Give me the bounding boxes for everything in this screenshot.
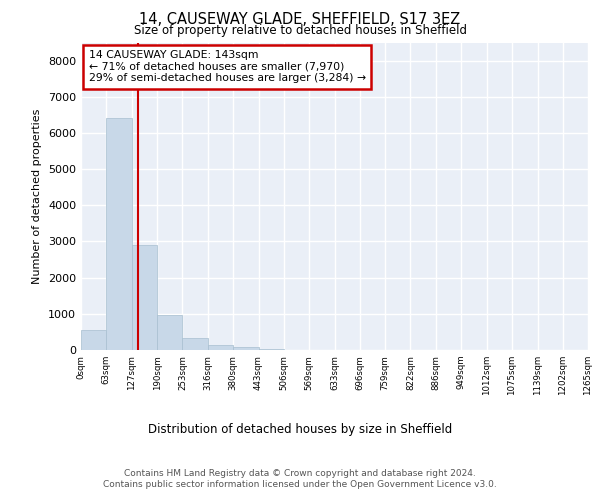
Bar: [259, 349, 284, 350]
Text: Distribution of detached houses by size in Sheffield: Distribution of detached houses by size …: [148, 422, 452, 436]
Bar: [208, 344, 233, 350]
Bar: [233, 346, 259, 350]
Bar: [132, 245, 157, 350]
Text: 14 CAUSEWAY GLADE: 143sqm
← 71% of detached houses are smaller (7,970)
29% of se: 14 CAUSEWAY GLADE: 143sqm ← 71% of detac…: [89, 50, 366, 84]
Text: Contains public sector information licensed under the Open Government Licence v3: Contains public sector information licen…: [103, 480, 497, 489]
Bar: [182, 338, 208, 350]
Bar: [81, 330, 106, 350]
Text: Size of property relative to detached houses in Sheffield: Size of property relative to detached ho…: [133, 24, 467, 37]
Text: Contains HM Land Registry data © Crown copyright and database right 2024.: Contains HM Land Registry data © Crown c…: [124, 469, 476, 478]
Text: 14, CAUSEWAY GLADE, SHEFFIELD, S17 3EZ: 14, CAUSEWAY GLADE, SHEFFIELD, S17 3EZ: [139, 12, 461, 28]
Bar: [106, 118, 132, 350]
Bar: [157, 314, 182, 350]
Y-axis label: Number of detached properties: Number of detached properties: [32, 108, 43, 284]
